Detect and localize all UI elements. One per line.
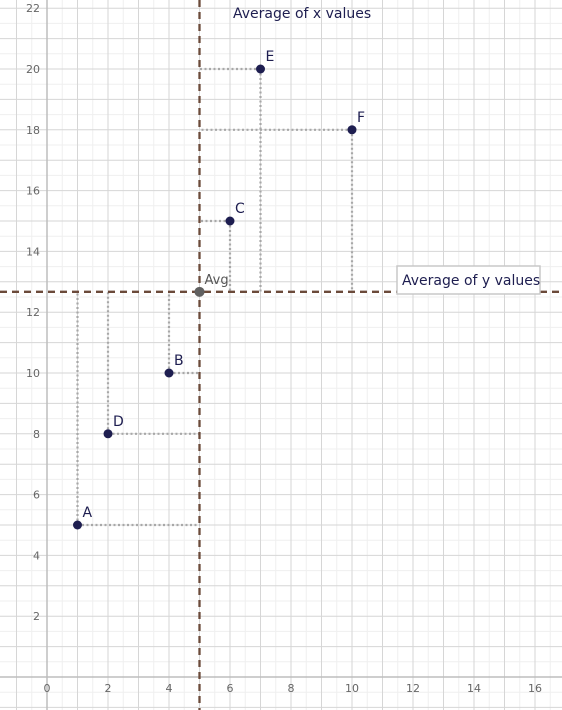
data-points: A B C D E F (73, 49, 365, 530)
y-tick-label: 2 (33, 610, 40, 623)
x-tick-label: 14 (467, 682, 481, 695)
point-label-F: F (357, 110, 365, 126)
average-x-label-group: Average of x values (233, 6, 371, 22)
guide-lines (76, 67, 354, 527)
average-y-label: Average of y values (402, 273, 540, 289)
y-tick-label: 20 (26, 63, 40, 76)
point-label-A: A (83, 505, 93, 521)
y-tick-label: 14 (26, 245, 40, 258)
y-tick-label: 6 (33, 489, 40, 502)
point-label-D: D (113, 414, 124, 430)
average-point-label: Avg (205, 273, 229, 288)
y-tick-label: 8 (33, 428, 40, 441)
y-tick-label: 22 (26, 2, 40, 15)
y-tick-label: 16 (26, 185, 40, 198)
y-tick-label: 10 (26, 367, 40, 380)
average-point-group: Avg (194, 273, 229, 297)
x-tick-label: 6 (227, 682, 234, 695)
x-tick-label: 8 (288, 682, 295, 695)
point-label-B: B (174, 353, 184, 369)
point-label-C: C (235, 201, 245, 217)
x-tick-label: 16 (528, 682, 542, 695)
point-F (347, 125, 357, 135)
point-D (103, 429, 113, 439)
average-y-label-group: Average of y values (396, 265, 541, 295)
point-E (256, 64, 265, 74)
x-tick-label: 0 (44, 682, 51, 695)
point-label-E: E (266, 49, 275, 65)
average-x-label: Average of x values (233, 6, 371, 22)
tick-labels: 0 2 4 6 8 10 12 14 16 2 4 6 8 10 12 14 16 18 20 22 (26, 2, 542, 695)
x-tick-label: 2 (105, 682, 112, 695)
point-C (225, 216, 235, 226)
y-tick-label: 4 (33, 549, 40, 562)
x-tick-label: 10 (345, 682, 359, 695)
x-tick-label: 12 (406, 682, 420, 695)
average-point (194, 286, 205, 297)
point-B (164, 368, 174, 378)
average-y-label-box (396, 265, 541, 295)
x-tick-label: 4 (166, 682, 173, 695)
y-tick-label: 12 (26, 306, 40, 319)
y-tick-label: 18 (26, 124, 40, 137)
point-A (73, 520, 82, 530)
